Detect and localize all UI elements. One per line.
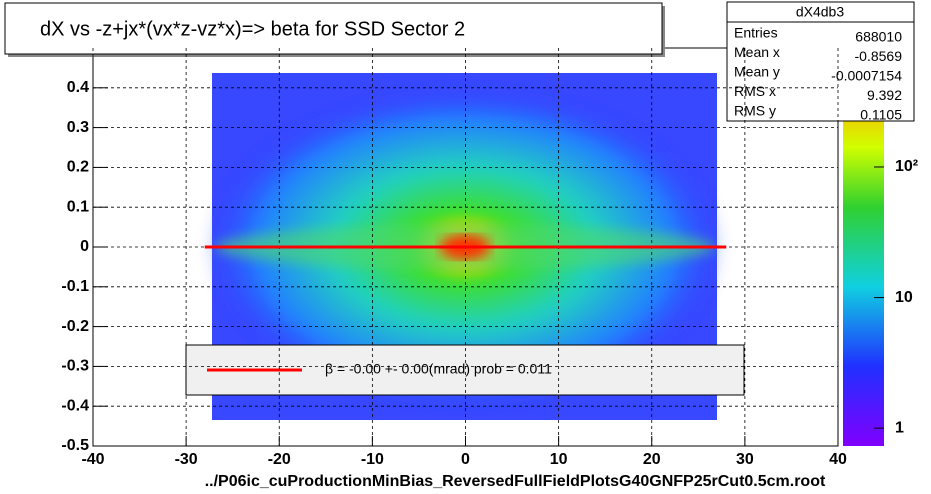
- stats-title: dX4db3: [796, 4, 844, 20]
- y-tick-label: -0.1: [61, 278, 89, 295]
- stats-label: RMS x: [734, 83, 776, 99]
- y-tick-label: 0: [80, 238, 89, 255]
- y-tick-label: -0.3: [61, 358, 89, 375]
- title-box: [4, 2, 663, 55]
- x-tick-label: 30: [736, 451, 754, 468]
- x-tick-label: 0: [461, 451, 470, 468]
- stats-value: 0.1105: [860, 107, 902, 123]
- y-tick-label: 0.4: [67, 79, 89, 96]
- z-tick-label: 1: [895, 419, 904, 436]
- stats-label: Entries: [734, 25, 778, 41]
- stats-value: -0.0007154: [831, 68, 902, 84]
- y-tick-label: 0.3: [67, 119, 89, 136]
- chart-title: dX vs -z+jx*(vx*z-vz*x)=> beta for SSD S…: [40, 18, 465, 40]
- stats-value: -0.8569: [855, 48, 903, 64]
- z-tick-label: 10: [895, 289, 913, 306]
- z-tick-label: 10²: [895, 158, 918, 175]
- x-tick-label: -20: [268, 451, 291, 468]
- x-tick-label: 40: [829, 451, 847, 468]
- y-tick-label: -0.2: [61, 318, 89, 335]
- x-tick-label: 20: [643, 451, 661, 468]
- x-tick-label: -40: [81, 451, 104, 468]
- x-tick-label: -30: [175, 451, 198, 468]
- x-tick-label: 10: [550, 451, 568, 468]
- y-tick-label: 0.1: [67, 198, 89, 215]
- y-tick-label: 0.2: [67, 159, 89, 176]
- x-axis-label: ../P06ic_cuProductionMinBias_ReversedFul…: [205, 473, 826, 490]
- x-tick-label: -10: [361, 451, 384, 468]
- stats-label: Mean x: [734, 44, 780, 60]
- y-tick-label: -0.4: [61, 397, 89, 414]
- stats-label: RMS y: [734, 103, 776, 119]
- stats-label: Mean y: [734, 64, 780, 80]
- legend-label: β = -0.00 +- 0.00(mrad) prob = 0.011: [325, 361, 552, 377]
- stats-value: 688010: [855, 29, 902, 45]
- stats-value: 9.392: [867, 87, 902, 103]
- y-tick-label: -0.5: [61, 437, 89, 454]
